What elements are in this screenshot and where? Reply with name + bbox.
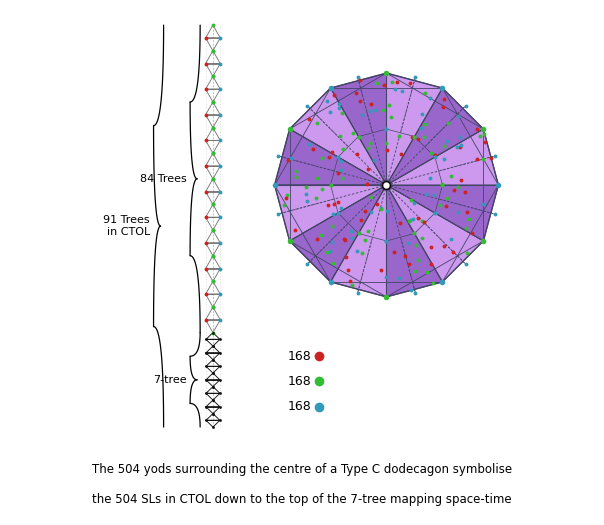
Polygon shape [275, 129, 387, 185]
Polygon shape [387, 185, 498, 241]
Polygon shape [387, 73, 443, 185]
Polygon shape [275, 185, 387, 241]
Text: 168: 168 [288, 375, 311, 388]
Polygon shape [387, 129, 498, 185]
Polygon shape [387, 185, 483, 282]
Text: 84 Trees: 84 Trees [140, 174, 187, 184]
Text: 168: 168 [288, 400, 311, 413]
Text: The 504 yods surrounding the centre of a Type C dodecagon symbolise: The 504 yods surrounding the centre of a… [92, 464, 512, 476]
Polygon shape [289, 88, 387, 185]
Polygon shape [387, 185, 443, 297]
Polygon shape [330, 185, 387, 297]
Text: 7-tree: 7-tree [153, 375, 187, 385]
Text: 168: 168 [288, 350, 311, 363]
Polygon shape [330, 73, 387, 185]
Polygon shape [387, 88, 483, 185]
Text: the 504 SLs in CTOL down to the top of the 7-tree mapping space-time: the 504 SLs in CTOL down to the top of t… [92, 493, 512, 506]
Polygon shape [289, 185, 387, 282]
Text: 91 Trees
in CTOL: 91 Trees in CTOL [103, 215, 150, 237]
